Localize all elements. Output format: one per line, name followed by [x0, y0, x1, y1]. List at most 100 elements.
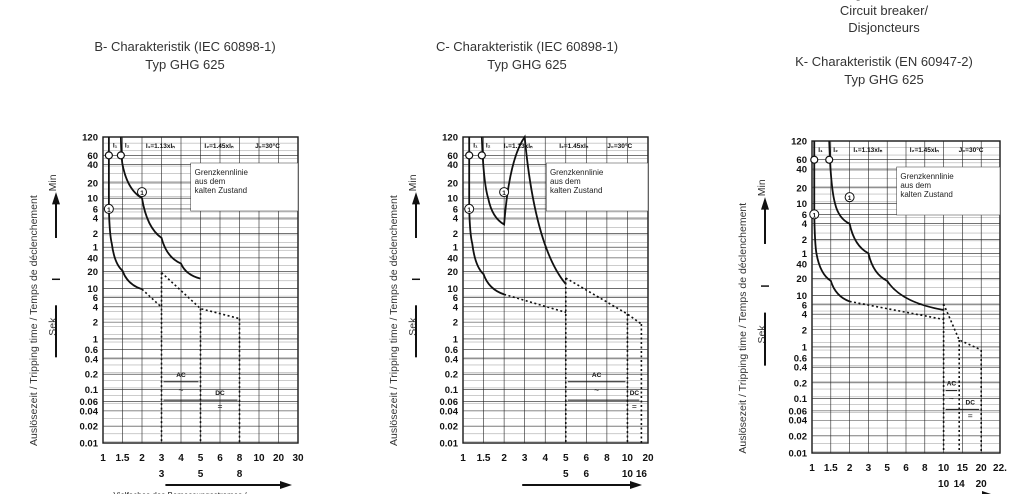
note-box [546, 162, 649, 212]
y-tick-label: 0.06 [789, 406, 808, 417]
y-min-label: Min [756, 179, 768, 196]
ac-label: AC [592, 372, 602, 379]
y-tick-label: 0.06 [80, 397, 99, 408]
legend-temp: J₀=30°C [607, 142, 632, 150]
y-tick-label: 6 [453, 204, 458, 215]
y-tick-label: 60 [447, 151, 458, 162]
x-tick-label-row2: 10 [622, 469, 634, 480]
note-text: aus dem [195, 177, 226, 186]
curve-number-label: 1 [467, 207, 471, 214]
x-tick-label: 10 [938, 463, 950, 474]
x-tick-label-row2: 3 [159, 469, 165, 480]
y-axis-label: Auslösezeit / Tripping time / Temps de d… [388, 195, 400, 446]
y-tick-label: 1 [93, 243, 99, 254]
dc-label: DC [215, 390, 225, 397]
x-tick-label-row2: 5 [198, 469, 204, 480]
x-tick-label: 1 [809, 463, 815, 474]
y-tick-label: 2 [802, 325, 807, 336]
curve-number-marker [844, 192, 855, 203]
c-characteristic-chart: C- Charakteristik (IEC 60898-1) Typ GHG 6… [388, 39, 654, 489]
y-tick-label: 0.02 [80, 422, 99, 433]
y-tick-label: 10 [87, 194, 98, 205]
upper-trip-curve [119, 136, 201, 280]
y-tick-label: 40 [87, 160, 98, 171]
x-tick-label: 2 [139, 453, 145, 464]
x-tick-label: 8 [604, 453, 610, 464]
x-tick-label: 6 [217, 453, 223, 464]
dc-symbol: = [218, 401, 223, 411]
y-tick-label: 10 [447, 194, 458, 205]
dc-label: DC [630, 390, 640, 397]
curve-number-label: 1 [107, 207, 111, 214]
x-tick-label: 8 [237, 453, 243, 464]
curve-number-marker [137, 187, 147, 198]
y-min-arrowhead [52, 192, 60, 205]
y-tick-label: 2 [802, 235, 807, 246]
x-tick-label: 20 [642, 453, 654, 464]
chart-title: K- Charakteristik (EN 60947-2) [795, 54, 973, 69]
y-tick-label: 10 [796, 291, 807, 302]
y-tick-label: 1 [93, 334, 99, 345]
curve-number-marker [464, 203, 475, 214]
note-box [896, 166, 1001, 216]
x-tick-label: 15 [957, 463, 969, 474]
y-tick-label: 0.6 [445, 345, 458, 356]
curve-number-label: 1 [812, 212, 816, 219]
legend-i2: I₂=1.45xIₙ [910, 147, 940, 154]
y-tick-label: 0.01 [440, 439, 459, 450]
y-tick-label: 6 [93, 293, 98, 304]
y-tick-label: 40 [796, 260, 807, 271]
x-tick-label: 2 [501, 453, 507, 464]
y-sek-label: Sek [47, 317, 59, 336]
y-tick-label: 0.02 [440, 422, 459, 433]
i1-marker [104, 151, 113, 160]
chart-subtitle: Typ GHG 625 [487, 57, 566, 72]
x-tick-label: 1.5 [116, 453, 130, 464]
x-tick-label-row2: 5 [563, 469, 569, 480]
x-tick-label: 1.5 [824, 463, 838, 474]
lower-curve-extension [503, 293, 567, 314]
y-tick-label: 0.01 [789, 449, 808, 460]
y-tick-label: 4 [93, 302, 99, 313]
x-tick-label: 5 [563, 453, 569, 464]
y-tick-label: 4 [93, 214, 99, 225]
y-tick-label: 60 [796, 155, 807, 166]
y-tick-label: 2 [93, 229, 98, 240]
y-tick-label: 4 [802, 219, 808, 230]
chart-subtitle: Typ GHG 625 [145, 57, 224, 72]
note-text: kalten Zustand [550, 186, 602, 195]
y-tick-label: 0.4 [445, 354, 459, 365]
x-tick-label: 4 [542, 453, 548, 464]
y-tick-label: 0.1 [85, 385, 99, 396]
upper-trip-curve [828, 140, 944, 311]
y-tick-label: 40 [447, 160, 458, 171]
x-tick-label: 5 [198, 453, 204, 464]
y-axis-label: Auslösezeit / Tripping time / Temps de d… [737, 203, 749, 454]
y-tick-label: 0.1 [794, 394, 808, 405]
x-tick-label: 1 [460, 453, 466, 464]
i1-marker-label: I₁ [473, 143, 478, 150]
x-tick-label-row2: 16 [636, 469, 648, 480]
x-tick-label-row2: 14 [954, 479, 966, 490]
i2-marker [825, 155, 834, 164]
x-tick-label: 10 [622, 453, 634, 464]
x-tick-label: 6 [903, 463, 909, 474]
y-tick-label: 40 [796, 165, 807, 176]
y-tick-label: 0.04 [789, 416, 808, 427]
i2-marker-label: I₂ [833, 147, 838, 154]
y-tick-label: 20 [796, 274, 807, 285]
curve-number-marker [103, 203, 114, 214]
i2-marker [116, 151, 125, 160]
y-tick-label: 0.4 [794, 363, 808, 374]
y-tick-label: 120 [82, 133, 98, 144]
legend-i2: I₂=1.45xIₙ [559, 143, 589, 150]
y-tick-label: 4 [802, 310, 808, 321]
i2-marker-label: I₂ [486, 143, 491, 150]
y-tick-label: 20 [796, 183, 807, 194]
note-text: Grenzkennlinie [550, 168, 604, 177]
lower-curve-extension [849, 300, 944, 321]
chart-title: C- Charakteristik (IEC 60898-1) [436, 39, 618, 54]
y-tick-label: 6 [802, 300, 807, 311]
y-min-label: Min [47, 174, 59, 191]
